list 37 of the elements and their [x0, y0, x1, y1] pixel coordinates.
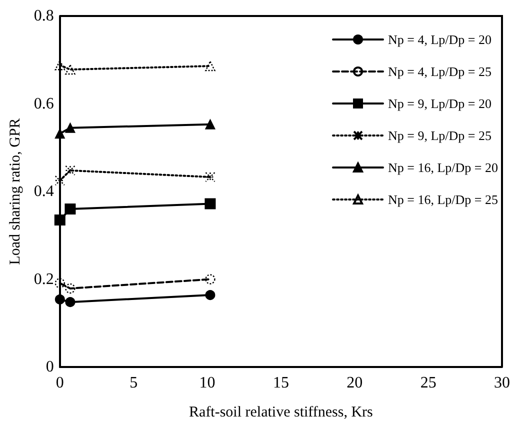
- y-tick-label: 0.4: [34, 183, 54, 200]
- point: [65, 283, 76, 294]
- legend-label: Np = 4, Lp/Dp = 25: [388, 64, 492, 79]
- point: [65, 122, 76, 133]
- point: [65, 297, 76, 308]
- x-tick-label: 5: [130, 374, 138, 392]
- point: [204, 198, 216, 210]
- point: [54, 214, 66, 226]
- legend-label: Np = 16, Lp/Dp = 20: [388, 160, 498, 175]
- point: [54, 175, 65, 186]
- point: [205, 60, 216, 72]
- point: [54, 60, 65, 70]
- y-tick-label: 0: [46, 358, 54, 376]
- x-tick-label: 25: [420, 374, 436, 392]
- y-tick-label: 0.8: [34, 8, 54, 24]
- point: [64, 204, 76, 215]
- point: [65, 165, 76, 176]
- point: [205, 290, 216, 300]
- x-tick-label: 15: [272, 374, 289, 392]
- point: [54, 294, 65, 304]
- point: [65, 64, 76, 75]
- point: [205, 119, 216, 130]
- point: [54, 278, 65, 288]
- x-tick-label: 30: [494, 374, 510, 392]
- point: [205, 274, 216, 284]
- legend-label: Np = 4, Lp/Dp = 20: [388, 32, 492, 47]
- point: [54, 128, 65, 139]
- x-tick-label: 10: [199, 374, 216, 392]
- legend-label: Np = 9, Lp/Dp = 25: [388, 128, 492, 143]
- legend-label: Np = 9, Lp/Dp = 20: [388, 96, 492, 111]
- x-tick-label: 20: [346, 374, 363, 392]
- legend-label: Np = 16, Lp/Dp = 25: [388, 192, 498, 207]
- x-axis-title: Raft-soil relative stiffness, Krs: [189, 404, 374, 420]
- y-tick-label: 0.6: [34, 95, 54, 112]
- y-tick-label: 0.2: [34, 270, 54, 288]
- point: [205, 172, 216, 182]
- y-axis-title: Load sharing ratio, GPR: [8, 118, 24, 265]
